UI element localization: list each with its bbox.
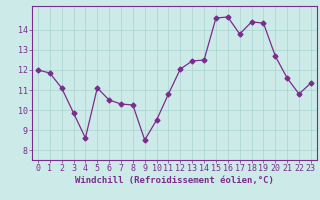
X-axis label: Windchill (Refroidissement éolien,°C): Windchill (Refroidissement éolien,°C): [75, 176, 274, 185]
